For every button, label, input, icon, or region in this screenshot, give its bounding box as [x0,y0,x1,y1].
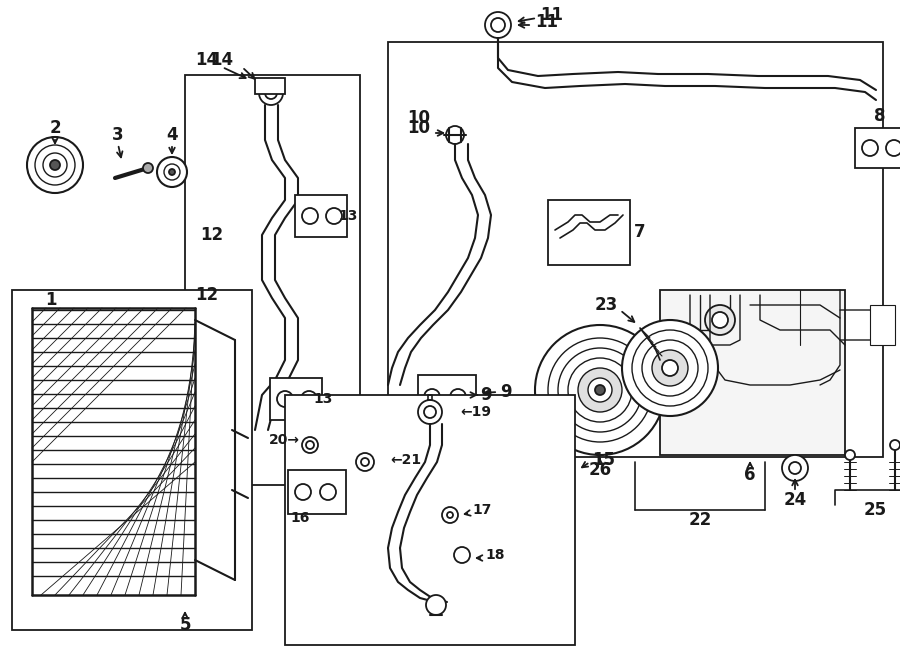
Bar [855,128,900,168]
Circle shape [789,462,801,474]
Circle shape [622,320,718,416]
Circle shape [424,406,436,418]
Circle shape [306,441,314,449]
Text: 23: 23 [595,296,618,314]
Text: 26: 26 [589,461,612,479]
Circle shape [450,389,466,405]
Text: 20→: 20→ [269,433,300,447]
Circle shape [27,137,83,193]
Text: 4: 4 [166,126,178,144]
Circle shape [862,140,878,156]
Text: 13: 13 [338,209,357,223]
Circle shape [652,350,688,386]
Bar [870,305,895,345]
Circle shape [568,358,632,422]
Text: ←19: ←19 [460,405,491,419]
Text: 10: 10 [407,119,430,137]
Text: 13: 13 [313,392,333,406]
Text: 7: 7 [634,223,645,241]
Text: 24: 24 [783,491,806,509]
Text: 12: 12 [200,226,223,244]
Circle shape [302,208,318,224]
Bar [388,42,883,457]
Text: 14: 14 [195,51,218,69]
Circle shape [535,325,665,455]
Text: 16: 16 [290,511,310,525]
Circle shape [442,507,458,523]
Circle shape [845,450,855,460]
Circle shape [326,208,342,224]
Circle shape [886,140,900,156]
Circle shape [446,126,464,144]
Circle shape [169,169,175,175]
Text: 25: 25 [863,501,886,519]
Circle shape [164,164,180,180]
Circle shape [361,458,369,466]
Text: 17: 17 [472,503,491,517]
Circle shape [447,512,453,518]
Circle shape [302,437,318,453]
Circle shape [485,12,511,38]
Text: 12: 12 [195,286,218,304]
Circle shape [548,338,652,442]
Bar [255,78,285,94]
Circle shape [454,547,470,563]
FancyBboxPatch shape [660,290,845,455]
Circle shape [50,160,60,170]
Circle shape [424,389,440,405]
Circle shape [320,484,336,500]
Text: 10: 10 [407,109,430,127]
Bar [185,75,360,485]
Text: 9: 9 [480,386,491,404]
Circle shape [712,312,728,328]
Circle shape [588,378,612,402]
Circle shape [578,368,622,412]
Circle shape [43,153,67,177]
Circle shape [356,453,374,471]
Text: 8: 8 [874,107,886,125]
Circle shape [705,305,735,335]
Circle shape [295,484,311,500]
Circle shape [426,595,446,615]
Bar [295,195,347,237]
Circle shape [35,145,75,185]
Circle shape [632,330,708,406]
Text: 22: 22 [688,511,712,529]
Text: 11: 11 [540,6,563,24]
Circle shape [491,18,505,32]
Circle shape [259,81,283,105]
Circle shape [595,385,605,395]
Bar [418,375,476,419]
Bar [285,395,575,645]
Circle shape [642,340,698,396]
Text: 1: 1 [45,291,57,309]
Circle shape [418,400,442,424]
Text: 11: 11 [535,13,558,31]
Bar [548,200,630,265]
Circle shape [277,391,293,407]
Bar [288,470,346,514]
Circle shape [890,440,900,450]
Text: 2: 2 [50,119,61,137]
Text: 5: 5 [179,616,191,634]
Bar [12,290,252,630]
Circle shape [143,163,153,173]
Text: 6: 6 [744,466,756,484]
Circle shape [265,87,277,99]
Text: ←21: ←21 [390,453,421,467]
Circle shape [662,360,678,376]
Bar [270,378,322,420]
Text: 14: 14 [211,51,234,69]
Text: 18: 18 [485,548,505,562]
Text: 15: 15 [592,451,615,469]
Circle shape [157,157,187,187]
Text: 9: 9 [500,383,511,401]
Text: 3: 3 [112,126,124,144]
Circle shape [301,391,317,407]
Circle shape [558,348,642,432]
Circle shape [782,455,808,481]
